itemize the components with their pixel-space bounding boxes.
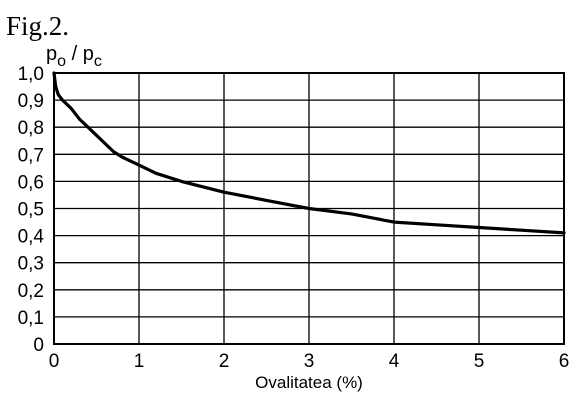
y-tick-label: 1,0	[18, 64, 44, 85]
y-tick-label: 0,4	[18, 227, 45, 248]
x-tick-label: 1	[134, 351, 145, 372]
tick-labels: 0 0,1 0,2 0,3 0,4 0,5 0,6 0,7 0,8 0,9 1,0 0 1 2 3 4 5 6	[18, 64, 570, 372]
series-group	[52, 71, 566, 235]
y-tick-label: 0,2	[18, 281, 44, 302]
plot-frame	[53, 72, 565, 345]
x-tick-label: 5	[474, 351, 485, 372]
y-axis-label-sub-o: o	[57, 53, 66, 70]
y-tick-label: 0,1	[18, 308, 44, 329]
x-tick-label: 2	[219, 351, 230, 372]
y-axis-label-slash: /	[66, 43, 83, 65]
series-line-0	[52, 71, 566, 235]
x-tick-label: 6	[559, 351, 570, 372]
y-axis-label-p2: p	[83, 43, 94, 65]
y-axis-label-p: p	[46, 43, 57, 65]
y-tick-label: 0,9	[18, 91, 44, 112]
x-tick-label: 0	[49, 351, 60, 372]
y-axis-label-sub-c: c	[94, 53, 102, 70]
y-axis-label: po / pc	[46, 43, 102, 70]
x-tick-label: 4	[389, 351, 400, 372]
y-tick-label: 0,8	[18, 118, 44, 139]
y-tick-label: 0,5	[18, 200, 44, 221]
y-tick-label: 0,7	[18, 145, 44, 166]
y-tick-label: 0	[33, 335, 44, 356]
figure-label: Fig.2.	[6, 11, 69, 41]
x-axis-label: Ovalitatea (%)	[255, 373, 363, 392]
x-tick-label: 3	[304, 351, 315, 372]
y-tick-label: 0,3	[18, 254, 44, 275]
y-tick-label: 0,6	[18, 172, 44, 193]
